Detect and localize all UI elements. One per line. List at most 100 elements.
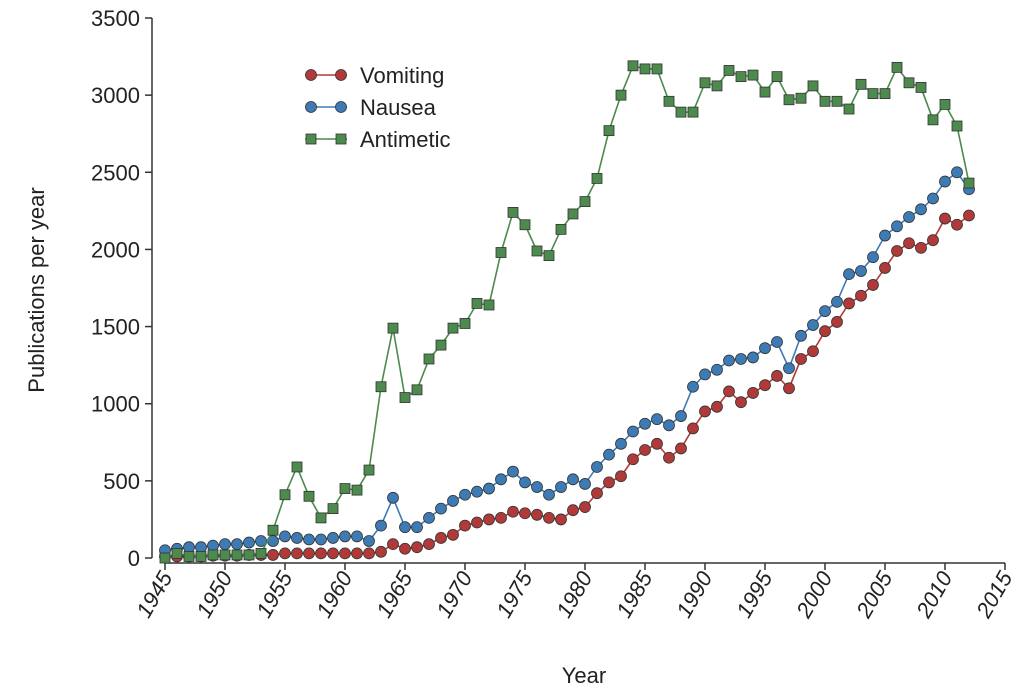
data-point	[640, 64, 650, 74]
data-point	[592, 488, 603, 499]
data-point	[292, 532, 303, 543]
data-point	[304, 534, 315, 545]
data-point	[700, 78, 710, 88]
data-point	[760, 87, 770, 97]
data-point	[424, 354, 434, 364]
data-point	[748, 70, 758, 80]
data-point	[388, 323, 398, 333]
y-tick-label: 3500	[91, 6, 140, 31]
x-tick-label: 1970	[431, 566, 478, 622]
data-point	[952, 219, 963, 230]
x-axis-label: Year	[562, 663, 606, 688]
data-point	[724, 355, 735, 366]
y-tick-label: 2500	[91, 160, 140, 185]
data-point	[532, 482, 543, 493]
data-point	[400, 393, 410, 403]
data-point	[916, 82, 926, 92]
data-point	[892, 245, 903, 256]
legend-marker	[336, 70, 347, 81]
data-point	[556, 224, 566, 234]
data-point	[832, 96, 842, 106]
data-point	[628, 61, 638, 71]
data-point	[376, 382, 386, 392]
data-point	[688, 381, 699, 392]
data-point	[316, 534, 327, 545]
data-point	[736, 72, 746, 82]
data-point	[628, 454, 639, 465]
data-point	[448, 495, 459, 506]
data-point	[760, 343, 771, 354]
data-point	[568, 474, 579, 485]
x-tick-label: 1975	[491, 566, 538, 622]
data-point	[484, 483, 495, 494]
data-point	[808, 81, 818, 91]
data-point	[568, 505, 579, 516]
data-point	[880, 262, 891, 273]
data-point	[412, 385, 422, 395]
data-point	[364, 465, 374, 475]
data-point	[772, 337, 783, 348]
data-point	[388, 492, 399, 503]
data-point	[484, 300, 494, 310]
data-point	[232, 539, 243, 550]
data-point	[184, 551, 194, 561]
data-point	[460, 489, 471, 500]
data-point	[496, 248, 506, 258]
data-point	[808, 346, 819, 357]
data-point	[856, 79, 866, 89]
data-point	[880, 89, 890, 99]
data-point	[652, 414, 663, 425]
data-point	[964, 210, 975, 221]
data-point	[556, 514, 567, 525]
data-point	[616, 438, 627, 449]
data-point	[196, 551, 206, 561]
y-tick-label: 2000	[91, 237, 140, 262]
data-point	[916, 204, 927, 215]
x-tick-label: 2015	[971, 566, 1017, 622]
data-point	[208, 540, 219, 551]
data-point	[544, 251, 554, 261]
data-point	[868, 279, 879, 290]
data-point	[352, 548, 363, 559]
data-point	[340, 548, 351, 559]
data-point	[328, 504, 338, 514]
data-point	[388, 539, 399, 550]
data-point	[784, 363, 795, 374]
data-point	[676, 443, 687, 454]
data-point	[472, 298, 482, 308]
data-point	[868, 89, 878, 99]
data-point	[940, 213, 951, 224]
data-point	[340, 484, 350, 494]
data-point	[832, 316, 843, 327]
data-point	[544, 489, 555, 500]
data-point	[604, 126, 614, 136]
data-point	[688, 423, 699, 434]
data-point	[508, 466, 519, 477]
series-line	[165, 66, 969, 558]
data-point	[664, 452, 675, 463]
data-point	[544, 512, 555, 523]
data-point	[760, 380, 771, 391]
data-point	[832, 296, 843, 307]
data-point	[160, 553, 170, 563]
data-point	[472, 486, 483, 497]
x-tick-label: 2010	[911, 566, 958, 622]
data-point	[364, 536, 375, 547]
legend-marker	[306, 70, 317, 81]
data-point	[532, 509, 543, 520]
chart: Year Publications per year 0500100015002…	[0, 0, 1017, 692]
data-point	[892, 221, 903, 232]
data-point	[244, 550, 254, 560]
data-point	[748, 387, 759, 398]
data-point	[712, 401, 723, 412]
data-point	[580, 502, 591, 513]
data-point	[448, 529, 459, 540]
data-point	[712, 364, 723, 375]
data-point	[400, 522, 411, 533]
data-point	[808, 320, 819, 331]
legend-marker	[336, 134, 346, 144]
data-point	[652, 438, 663, 449]
data-point	[820, 326, 831, 337]
x-tick-label: 1945	[131, 566, 178, 622]
data-point	[280, 490, 290, 500]
